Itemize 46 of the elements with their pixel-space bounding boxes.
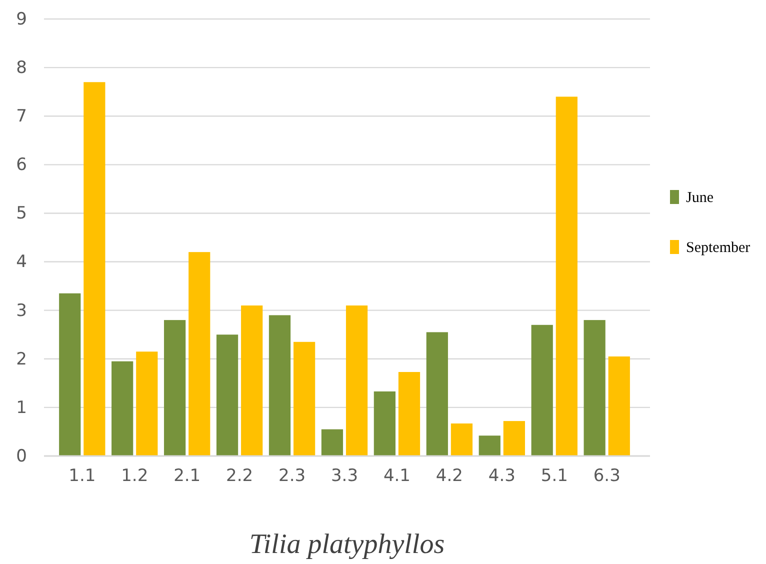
bar xyxy=(59,293,81,456)
bar xyxy=(531,324,553,456)
bar xyxy=(450,423,473,456)
bar xyxy=(268,315,291,456)
bar xyxy=(112,361,134,456)
bar xyxy=(164,320,186,456)
y-tick-label: 8 xyxy=(16,58,27,78)
x-axis-title: Tilia platyphyllos xyxy=(249,529,445,560)
bar xyxy=(478,436,500,456)
x-tick-label: 2.3 xyxy=(278,466,306,486)
bar xyxy=(608,356,630,456)
y-tick-label: 4 xyxy=(16,252,27,272)
y-tick-label: 6 xyxy=(16,155,27,176)
y-tick-label: 7 xyxy=(16,106,27,127)
bar xyxy=(216,334,238,456)
bar xyxy=(584,320,606,456)
bar xyxy=(374,391,396,456)
bar xyxy=(346,305,368,456)
y-tick-label: 5 xyxy=(16,204,27,224)
y-tick-label: 1 xyxy=(16,398,27,418)
bar xyxy=(398,372,420,456)
x-tick-label: 4.2 xyxy=(436,466,463,486)
bar xyxy=(503,421,526,456)
bar xyxy=(136,352,158,456)
y-tick-label: 0 xyxy=(16,446,27,466)
x-tick-label: 6.3 xyxy=(593,466,620,486)
x-tick-label: 3.3 xyxy=(330,466,358,486)
bar xyxy=(426,332,448,456)
bar xyxy=(84,82,106,456)
x-tick-label: 2.2 xyxy=(226,466,254,486)
x-tick-label: 4.3 xyxy=(488,466,516,486)
bar xyxy=(294,342,316,456)
bar xyxy=(556,96,578,456)
legend-label: September xyxy=(686,240,750,256)
y-tick-label: 9 xyxy=(16,9,27,30)
x-tick-label: 5.1 xyxy=(540,466,568,486)
legend-label: June xyxy=(686,190,714,206)
bar xyxy=(321,429,344,456)
bar xyxy=(188,252,210,456)
x-tick-label: 2.1 xyxy=(174,466,201,486)
x-tick-label: 1.2 xyxy=(121,466,148,486)
bar xyxy=(241,305,263,456)
y-tick-label: 2 xyxy=(16,349,27,370)
x-tick-label: 4.1 xyxy=(383,466,410,486)
x-tick-label: 1.1 xyxy=(68,466,96,486)
y-tick-label: 3 xyxy=(16,300,27,321)
